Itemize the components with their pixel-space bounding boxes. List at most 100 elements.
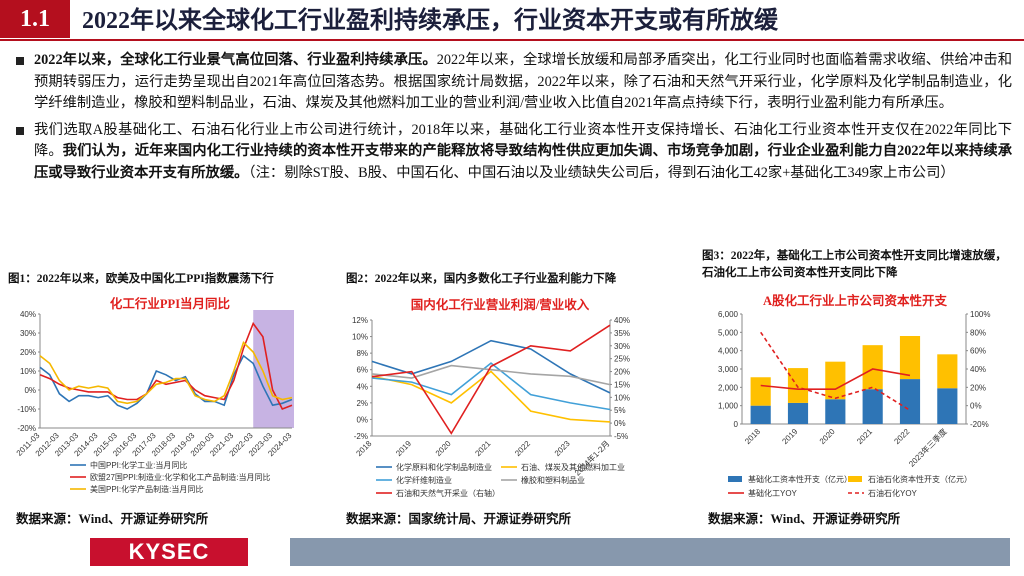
- bar: [937, 388, 958, 424]
- y2-tick-label: 5%: [614, 406, 626, 415]
- legend-label: 美国PPI:化学产品制造:当月同比: [90, 484, 203, 494]
- y-tick-label: -20%: [17, 424, 36, 433]
- x-tick-label: 2018: [354, 439, 373, 458]
- y-tick-label: 10%: [352, 333, 368, 342]
- legend-swatch: [728, 476, 742, 482]
- source: 数据来源：Wind、开源证券研究所: [16, 512, 209, 526]
- bold-text: 2022年以来，全球化工行业景气高位回落、行业盈利持续承压。: [34, 52, 437, 68]
- line-series: [39, 341, 293, 405]
- legend-swatch: [848, 476, 862, 482]
- line-series: [371, 324, 611, 435]
- x-tick-label: 2021: [855, 427, 874, 446]
- bar: [787, 402, 809, 424]
- y-tick-label: 5,000: [718, 328, 739, 337]
- y-tick-label: 30%: [20, 329, 36, 338]
- section-number: 1.1: [0, 0, 70, 38]
- y2-tick-label: 25%: [614, 355, 630, 364]
- x-tick-label: 2022: [892, 427, 911, 446]
- y-tick-label: 4%: [356, 382, 368, 391]
- y-tick-label: -2%: [354, 432, 368, 441]
- x-tick-label: 2020: [818, 427, 837, 446]
- bar: [750, 405, 771, 424]
- y-tick-label: 10%: [20, 367, 36, 376]
- y2-tick-label: 0%: [614, 419, 626, 428]
- figure-caption: 图2：2022年以来，国内多数化工子行业盈利能力下降: [346, 273, 617, 285]
- y-tick-label: 3,000: [718, 365, 739, 374]
- y-tick-label: 8%: [356, 349, 368, 358]
- y-tick-label: 2%: [356, 399, 368, 408]
- bar: [862, 389, 883, 424]
- y2-tick-label: 20%: [970, 383, 986, 392]
- y2-tick-label: -5%: [614, 432, 628, 441]
- y2-tick-label: 80%: [970, 328, 986, 337]
- y2-tick-label: -20%: [970, 420, 989, 429]
- text: （注：剔除ST股、B股、中国石化、中国石油以及业绩缺失公司后，得到石油化工42家…: [248, 164, 955, 181]
- legend-label: 橡胶和塑料制品业: [521, 475, 585, 485]
- y-tick-label: 6%: [356, 366, 368, 375]
- bar: [899, 336, 921, 380]
- y2-tick-label: 20%: [614, 368, 630, 377]
- y2-tick-label: 40%: [970, 365, 986, 374]
- y-tick-label: 0: [734, 420, 739, 429]
- y-tick-label: 0%: [24, 386, 36, 395]
- line-series: [760, 331, 911, 411]
- bar: [825, 361, 846, 400]
- legend-label: 基础化工YOY: [748, 488, 798, 498]
- y2-tick-label: 100%: [970, 310, 990, 319]
- bullet: 2022年以来，全球化工行业景气高位回落、行业盈利持续承压。2022年以来，全球…: [14, 50, 1012, 115]
- figure-caption: 图3：2022年，基础化工上市公司资本性开支同比增速放缓，石油化工上市公司资本性…: [702, 250, 1007, 279]
- line-series: [39, 321, 293, 411]
- bar: [750, 377, 771, 406]
- text: 我们选取A股基础化工、石油石化行业上市公司进行统计，2018年以来，基础化工行业…: [34, 121, 1012, 160]
- chart-title: A股化工行业上市公司资本性开支: [762, 294, 948, 308]
- line-series: [760, 368, 911, 390]
- line-series: [39, 354, 293, 410]
- y-tick-label: 6,000: [718, 310, 739, 319]
- y2-tick-label: 0%: [970, 402, 982, 411]
- y2-tick-label: 35%: [614, 329, 630, 338]
- y-tick-label: 1,000: [718, 402, 739, 411]
- bar: [862, 345, 883, 390]
- y2-tick-label: 30%: [614, 342, 630, 351]
- chart-title: 国内化工行业营业利润/营业收入: [410, 298, 590, 312]
- y2-tick-label: 10%: [614, 393, 630, 402]
- bar: [937, 354, 958, 389]
- title-rule: [0, 39, 1024, 41]
- highlight-band: [253, 310, 294, 428]
- x-tick-label: 2020: [434, 439, 453, 458]
- y-tick-label: 0%: [356, 415, 368, 424]
- footer-bar: [290, 538, 1010, 566]
- bar: [787, 368, 809, 403]
- logo: KYSEC: [90, 538, 248, 566]
- legend-label: 石油和天然气开采业（右轴）: [396, 488, 500, 498]
- y-tick-label: 2,000: [718, 383, 739, 392]
- line-series: [371, 370, 611, 423]
- y-tick-label: 20%: [20, 348, 36, 357]
- legend-label: 石油、煤炭及其他燃料加工业: [521, 462, 625, 472]
- line-series: [371, 362, 611, 411]
- y2-tick-label: 60%: [970, 347, 986, 356]
- legend-label: 中国PPI:化学工业:当月同比: [90, 460, 187, 470]
- legend-label: 基础化工资本性开支（亿元）: [748, 474, 852, 484]
- bullet: 我们选取A股基础化工、石油石化行业上市公司进行统计，2018年以来，基础化工行业…: [14, 120, 1012, 185]
- legend-label: 石油石化资本性开支（亿元）: [868, 474, 972, 484]
- slide-title: 2022年以来全球化工行业盈利持续承压，行业资本开支或有所放缓: [82, 8, 778, 34]
- x-tick-label: 2023: [553, 439, 572, 458]
- x-tick-label: 2019: [780, 427, 799, 446]
- x-tick-label: 2022: [513, 439, 532, 458]
- text: 2022年以来，全球增长放缓和局部矛盾突出，化工行业同时也面临着需求收缩、供给冲…: [34, 52, 1013, 112]
- y2-tick-label: 40%: [614, 316, 630, 325]
- x-tick-label: 2018: [743, 427, 762, 446]
- legend-label: 化学原料和化学制品制造业: [396, 462, 492, 472]
- chart-title: 化工行业PPI当月同比: [109, 297, 231, 311]
- x-tick-label: 2019: [394, 439, 413, 458]
- legend-label: 石油石化YOY: [868, 488, 918, 498]
- source: 数据来源：Wind、开源证券研究所: [708, 512, 901, 526]
- legend-label: 欧盟27国PPI:制造业:化学和化工产品制造:当月同比: [90, 472, 270, 482]
- y2-tick-label: 15%: [614, 380, 630, 389]
- figure-caption: 图1：2022年以来，欧美及中国化工PPI指数震荡下行: [8, 273, 274, 285]
- source: 数据来源：国家统计局、开源证券研究所: [346, 512, 572, 526]
- y-tick-label: -10%: [17, 405, 36, 414]
